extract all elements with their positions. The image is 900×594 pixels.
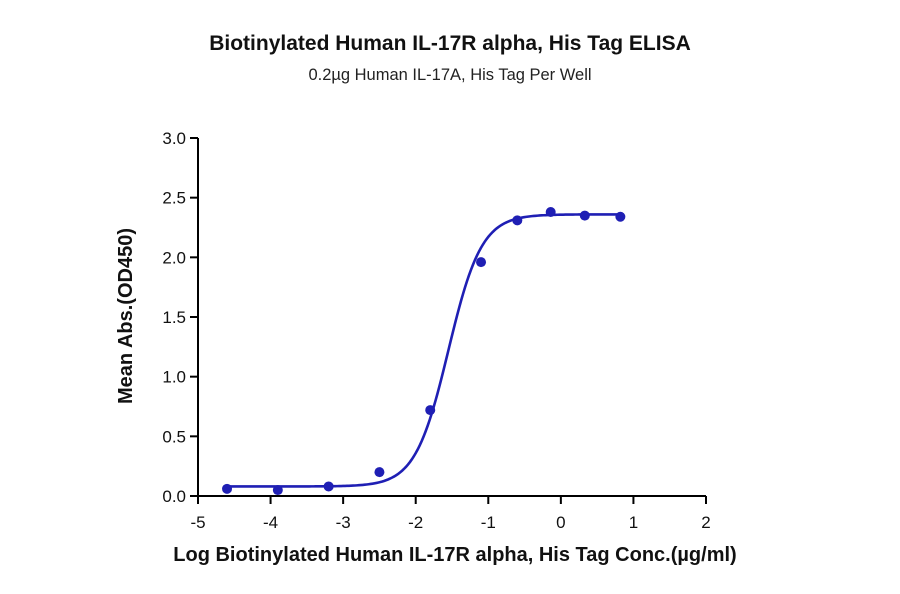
y-axis: 0.0 0.5 1.0 1.5 2.0 2.5 3.0: [162, 129, 199, 506]
x-tick-label: 0: [556, 513, 565, 532]
data-point: [374, 467, 385, 478]
chart-title: Biotinylated Human IL-17R alpha, His Tag…: [209, 32, 691, 55]
fit-curve: [227, 213, 621, 488]
data-point: [512, 215, 523, 226]
data-point: [476, 257, 487, 268]
data-point: [615, 211, 626, 222]
y-tick-label: 3.0: [162, 129, 186, 148]
data-points: [222, 206, 626, 496]
y-axis-label: Mean Abs.(OD450): [115, 228, 137, 404]
y-tick-label: 0.5: [162, 427, 186, 446]
data-point: [272, 485, 283, 496]
data-point: [545, 206, 556, 217]
y-tick-label: 2.5: [162, 189, 186, 208]
y-tick-label: 2.0: [162, 248, 186, 267]
data-point: [579, 210, 590, 221]
x-tick-label: -5: [190, 513, 205, 532]
x-axis: -5 -4 -3 -2 -1 0 1 2: [190, 495, 711, 532]
y-tick-label: 1.0: [162, 368, 186, 387]
chart-subtitle: 0.2µg Human IL-17A, His Tag Per Well: [308, 66, 591, 84]
x-axis-label: Log Biotinylated Human IL-17R alpha, His…: [173, 544, 736, 566]
data-point: [323, 481, 334, 492]
x-tick-label: -2: [408, 513, 423, 532]
data-point: [222, 483, 233, 494]
y-tick-label: 0.0: [162, 487, 186, 506]
x-tick-label: -3: [336, 513, 351, 532]
x-tick-label: -1: [481, 513, 496, 532]
fit-curve-group: [227, 213, 621, 488]
x-tick-label: -4: [263, 513, 278, 532]
data-point: [425, 405, 436, 416]
x-tick-label: 1: [629, 513, 638, 532]
x-tick-label: 2: [701, 513, 710, 532]
y-tick-label: 1.5: [162, 308, 186, 327]
